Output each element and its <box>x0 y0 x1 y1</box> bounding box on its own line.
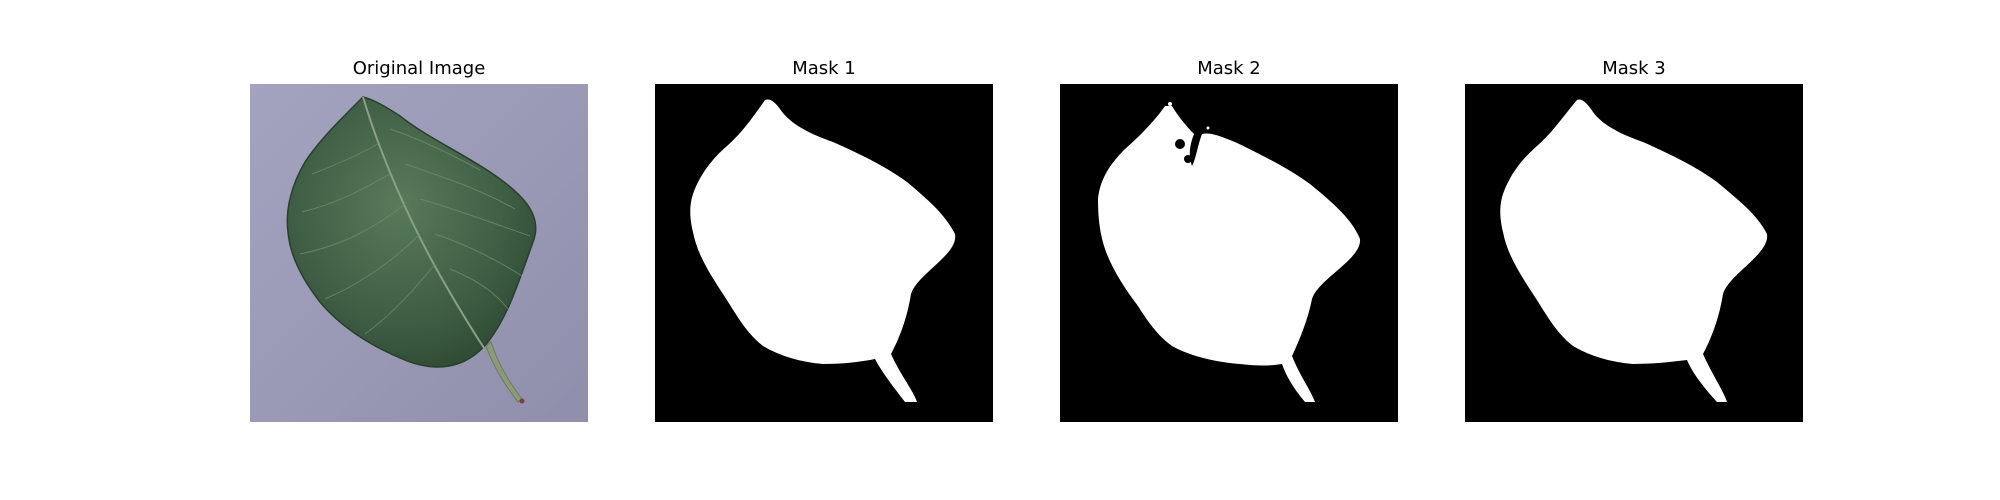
panel-mask-2: Mask 2 <box>1060 0 1398 500</box>
panel-title: Original Image <box>352 58 486 79</box>
segmentation-mask-1 <box>655 84 993 422</box>
panel-mask-1: Mask 1 <box>655 0 993 500</box>
panel-title: Mask 2 <box>1197 58 1261 79</box>
leaf-photo <box>250 84 588 422</box>
panel-title: Mask 1 <box>792 58 856 79</box>
segmentation-mask-3 <box>1465 84 1803 422</box>
panel-mask-3: Mask 3 <box>1465 0 1803 500</box>
segmentation-mask-2 <box>1060 84 1398 422</box>
panel-original-image: Original Image <box>250 0 588 500</box>
panel-title: Mask 3 <box>1602 58 1666 79</box>
